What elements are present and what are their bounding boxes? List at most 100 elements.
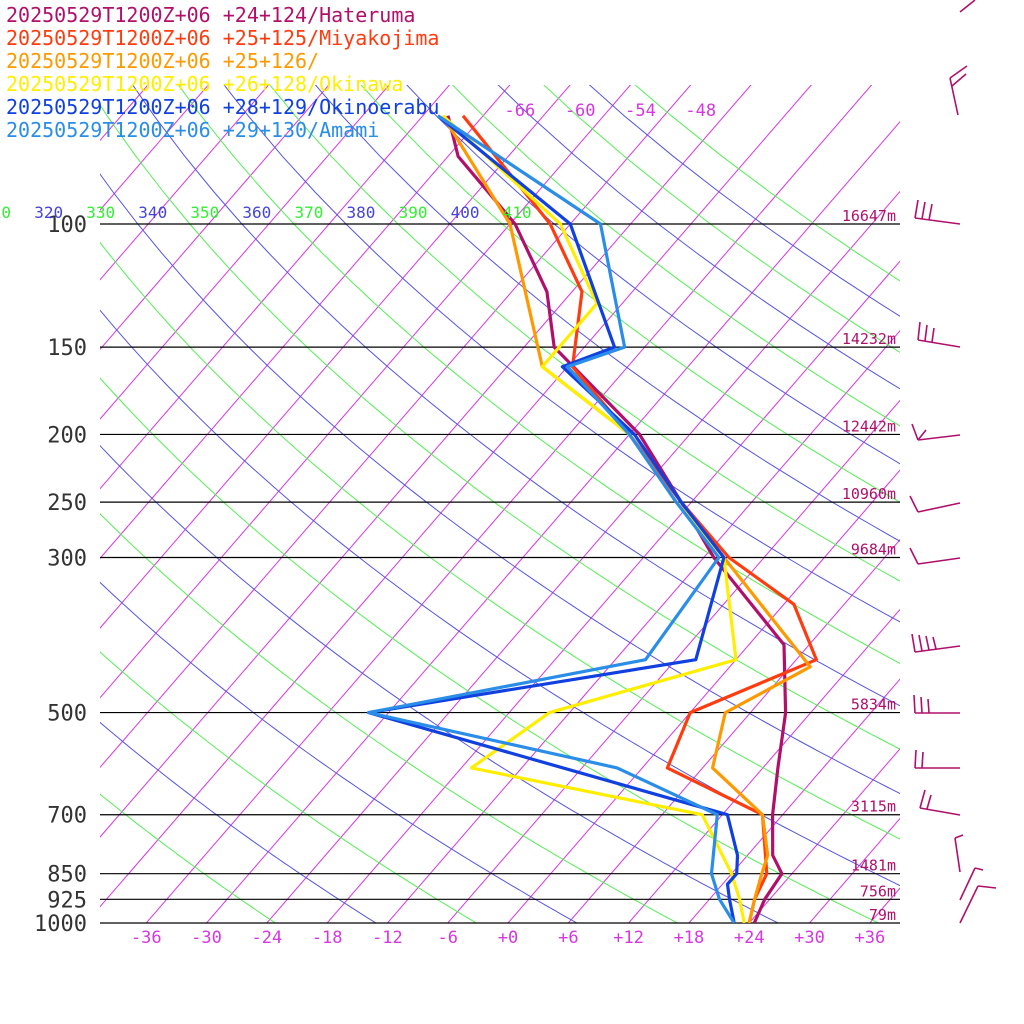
- theta-label: 380: [347, 203, 376, 222]
- wind-barb-feather: [913, 694, 916, 714]
- wind-barb: [909, 495, 961, 513]
- dry-adiabat: [100, 173, 900, 795]
- sounding-line: [367, 114, 740, 923]
- dry-adiabat: [543, 85, 900, 353]
- theta-label: 340: [138, 203, 167, 222]
- temperature-tick-label: -18: [312, 928, 343, 948]
- dry-adiabat: [314, 85, 900, 542]
- pressure-tick-label: 1000: [34, 912, 87, 937]
- height-label: 12442m: [842, 417, 896, 435]
- wind-barb-feather: [918, 634, 923, 652]
- isotherm: [808, 817, 900, 923]
- temperature-tick-label: +6: [558, 928, 578, 948]
- height-label: 10960m: [842, 485, 896, 503]
- wind-barb: [914, 199, 961, 225]
- isotherm-label: -60: [565, 101, 596, 121]
- isotherm: [326, 260, 900, 923]
- wind-barb: [911, 633, 961, 653]
- theta-label: 370: [294, 203, 323, 222]
- height-label: 756m: [860, 882, 896, 900]
- wind-barb-feather: [949, 65, 968, 79]
- theta-label: 400: [451, 203, 480, 222]
- isotherm: [386, 330, 900, 923]
- temperature-tick-label: +24: [734, 928, 765, 948]
- wind-barb-feather: [909, 547, 919, 565]
- wind-barb-feather: [924, 324, 928, 342]
- height-label: 16647m: [842, 207, 896, 225]
- wind-barb-feather: [920, 696, 923, 714]
- dry-adiabat: [100, 104, 900, 750]
- wind-barb-feather: [921, 201, 926, 220]
- temperature-tick-label: -24: [251, 928, 282, 948]
- temperature-tick-label: +30: [794, 928, 825, 948]
- dry-adiabat: [177, 85, 900, 664]
- height-label: 14232m: [842, 330, 896, 348]
- wind-barb-feather: [931, 327, 935, 343]
- pressure-tick-label: 100: [47, 213, 87, 238]
- height-label: 79m: [869, 906, 896, 924]
- isotherm: [100, 85, 631, 699]
- isotherm: [0, 69, 41, 938]
- wind-barb-feather: [925, 635, 930, 651]
- theta-label: 390: [399, 203, 428, 222]
- wind-barb-feather: [977, 885, 997, 889]
- wind-barb-feather: [909, 495, 919, 513]
- theta-label: 330: [86, 203, 115, 222]
- theta-label: 410: [503, 203, 532, 222]
- wind-barb: [911, 423, 961, 441]
- isotherm-label: -66: [505, 101, 536, 121]
- height-label: 9684m: [851, 541, 896, 559]
- isotherm-label: -48: [685, 101, 716, 121]
- temperature-tick-label: +12: [613, 928, 644, 948]
- wind-barb-feather: [914, 749, 917, 769]
- wind-barb: [914, 749, 960, 769]
- sounding-line: [367, 114, 736, 923]
- isotherm: [917, 69, 1024, 938]
- pressure-tick-label: 850: [47, 863, 87, 888]
- isotherm: [100, 85, 270, 281]
- wind-barb: [949, 65, 968, 116]
- wind-barb-staff: [917, 434, 961, 441]
- temperature-tick-label: -6: [437, 928, 457, 948]
- wind-barb-feather: [927, 698, 930, 714]
- dry-adiabat: [360, 85, 900, 503]
- isotherm: [507, 469, 900, 923]
- isotherm: [100, 85, 692, 769]
- pressure-tick-label: 250: [47, 491, 87, 516]
- wind-barb: [959, 867, 984, 901]
- wind-barb: [954, 834, 964, 873]
- wind-barb-staff: [917, 339, 961, 348]
- isotherm: [100, 85, 812, 908]
- wind-barb-feather: [926, 794, 932, 810]
- theta-label: 320: [34, 203, 63, 222]
- temperature-tick-label: +36: [854, 928, 885, 948]
- theta-label: 360: [242, 203, 271, 222]
- wind-barb-feather: [928, 203, 933, 221]
- isotherm: [447, 399, 900, 923]
- height-label: 3115m: [851, 798, 896, 816]
- isotherm: [100, 85, 511, 560]
- wind-barb-feather: [919, 789, 926, 809]
- isotherm: [748, 748, 900, 923]
- theta-label: 350: [190, 203, 219, 222]
- theta-label: 310: [0, 203, 11, 222]
- isotherm: [100, 85, 752, 838]
- isotherm: [100, 85, 209, 211]
- pressure-tick-label: 300: [47, 547, 87, 572]
- wind-barb: [919, 789, 961, 816]
- dry-adiabat: [100, 377, 880, 923]
- dry-adiabat: [100, 721, 377, 923]
- wind-barb-staff: [914, 645, 961, 653]
- dry-adiabat: [100, 581, 578, 923]
- sounding-line: [446, 115, 788, 923]
- isotherm: [100, 85, 390, 420]
- height-label: 1481m: [851, 857, 896, 875]
- legend-entry: 20250529T1200Z+06 +25+125/Miyakojima: [6, 26, 440, 50]
- temperature-tick-label: +18: [674, 928, 705, 948]
- wind-barb: [959, 0, 976, 13]
- dry-adiabat: [223, 85, 900, 623]
- wind-barb-feather: [911, 423, 919, 441]
- dry-adiabat: [132, 85, 900, 707]
- pressure-tick-label: 200: [47, 423, 87, 448]
